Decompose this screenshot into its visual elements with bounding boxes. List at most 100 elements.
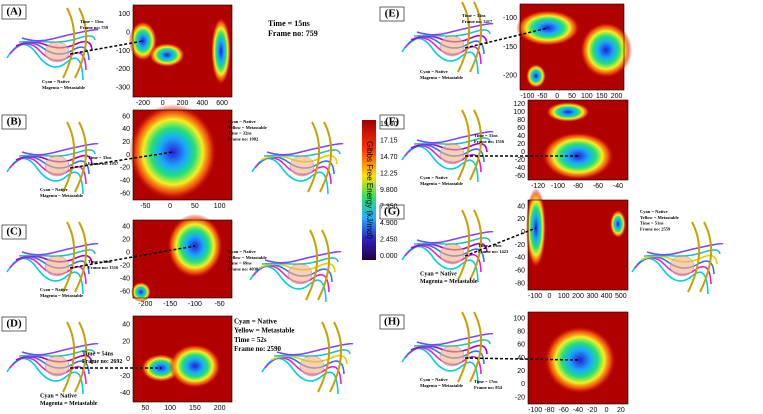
y-tick-label: -150 [503,44,517,51]
panel-label-box [379,314,405,330]
panel-label-box [379,204,405,220]
annotation: Time = 15ns [80,19,104,24]
panel-label: (G) [384,206,400,218]
protein-structure [261,321,354,395]
annotation: Magenta = Metastable [42,85,85,90]
y-tick-label: 40 [122,223,130,230]
map-frame [519,3,625,91]
y-tick-label: -60 [515,173,525,180]
protein-structure [631,221,724,295]
energy-basin [526,64,546,88]
annotation: Frame no: 759 [268,29,318,38]
ribbon [413,29,491,37]
highlight [289,155,315,177]
x-tick-label: 0 [547,293,551,300]
x-tick-label: -60 [593,183,603,190]
y-tick-label: 40 [517,355,525,362]
protein-structure [401,1,494,75]
annotation: Yellow = Metastable [228,255,267,260]
colorbar-tick: 12.25 [380,170,398,177]
colorbar-tick: 9.800 [380,187,398,194]
energy-basin [129,21,157,61]
pointer-arrow [464,357,581,361]
y-tick-label: -20 [120,165,130,172]
panel-label: (B) [7,116,22,128]
ribbon [416,230,494,244]
annotation: Cyan = Native [42,79,70,84]
y-tick-label: 20 [517,141,525,148]
x-tick-label: 500 [615,293,627,300]
x-tick-label: 0 [555,93,559,100]
ribbon [264,250,342,264]
panel-label-box [1,224,27,240]
protein-structure [6,121,99,195]
x-tick-label: 400 [196,100,208,107]
colorbar-tick: 4.900 [380,220,398,227]
x-tick-label: 20 [617,407,625,414]
energy-basin [149,43,185,67]
ribbon [18,149,96,157]
protein-structure [6,221,99,295]
energy-basin [546,102,590,122]
annotation: Time = 69ns [228,261,252,266]
y-tick-label: 60 [517,342,525,349]
y-tick-label: 60 [122,113,130,120]
y-tick-label: 40 [517,203,525,210]
highlight [439,345,465,367]
annotation: Magenta = Metastable [420,75,463,80]
ribbon [261,257,339,265]
x-tick-label: -50 [537,93,547,100]
y-tick-label: 0 [126,356,130,363]
y-tick-label: -40 [515,165,525,172]
annotation: Time = 31ns [88,259,112,264]
annotation: Magenta = Metastable [420,181,463,186]
y-tick-label: -100 [503,15,517,22]
x-tick-label: -40 [613,183,623,190]
x-tick-label: -20 [587,407,597,414]
x-tick-label: -100 [188,301,202,308]
annotation: Time = 31ns [474,133,498,138]
annotation: Cyan = Native [420,271,457,277]
annotation: Time = 29ns [478,243,502,248]
y-tick-label: 40 [517,133,525,140]
energy-basin [169,344,221,388]
annotation: Cyan = Native [420,69,448,74]
annotation: Frame no: 2559 [640,227,671,232]
y-tick-label: 0 [126,29,130,36]
y-tick-label: 0 [521,149,525,156]
highlight [439,35,465,57]
dna-helix [307,121,333,193]
energy-basin [129,104,217,200]
ribbon [18,349,96,357]
highlight [439,143,465,165]
annotation: Magenta = Metastable [40,293,83,298]
y-tick-label: 0 [126,249,130,256]
ribbon [416,130,494,144]
y-tick-label: 80 [517,329,525,336]
x-tick-label: -100 [528,293,542,300]
protein-structure [251,121,344,195]
dna-helix [305,229,331,301]
colorbar-tick: 0.000 [380,253,398,260]
y-tick-label: 60 [517,125,525,132]
y-tick-label: 40 [122,126,130,133]
panel-label: (A) [6,6,22,18]
y-tick-label: 100 [513,109,525,116]
x-tick-label: -150 [163,301,177,308]
panel-label: (F) [385,116,399,128]
annotation: Time = 32ns [228,131,252,136]
colorbar-tick: 7.350 [380,203,398,210]
dna-helix [62,121,88,193]
panel-label-box [1,4,27,20]
panel-label: (E) [385,8,400,20]
annotation: Cyan = Native [228,249,256,254]
x-tick-label: -50 [140,203,150,210]
annotation: Magenta = Metastable [420,279,478,285]
map-frame [527,311,629,405]
ribbon [413,339,491,347]
y-tick-label: 0 [126,152,130,159]
x-tick-label: 300 [586,293,598,300]
